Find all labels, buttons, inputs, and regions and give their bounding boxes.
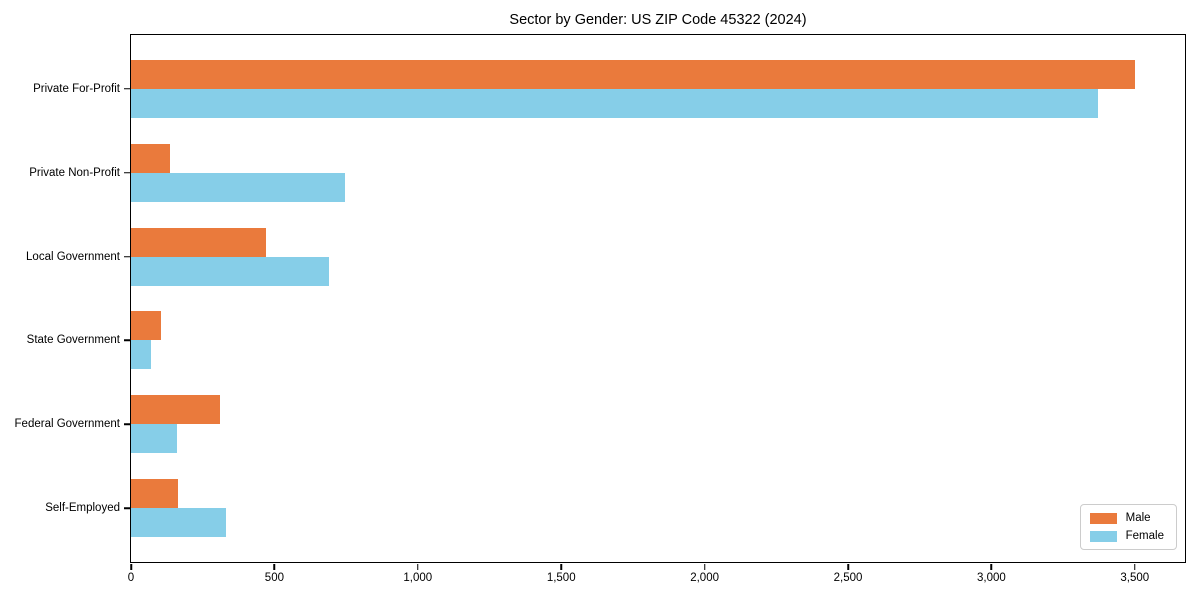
y-tick-mark	[124, 255, 131, 258]
bar-male-state-government	[131, 311, 162, 341]
legend-label-male: Male	[1125, 512, 1151, 524]
plot-area: Private For-Profit Private Non-Profit Loca…	[15, 34, 1186, 584]
y-axis-label: Local Government	[26, 250, 120, 263]
y-tick-mark	[124, 423, 131, 425]
x-tick-label: 500	[264, 572, 284, 584]
x-tick-mark	[703, 563, 706, 570]
x-tick-label: 0	[127, 572, 135, 584]
bar-male-self-employed	[131, 479, 179, 509]
x-tick-mark	[130, 563, 132, 570]
category-band: Self-Employed	[45, 466, 1185, 550]
x-tick-label: 3,000	[977, 572, 1006, 584]
bar-male-private-for-profit	[131, 59, 1135, 89]
category-band: Private Non-Profit	[29, 131, 1185, 215]
legend-swatch-female	[1089, 530, 1117, 542]
legend-swatch-male	[1089, 512, 1117, 524]
y-tick-mark	[124, 507, 131, 509]
x-tick-mark	[273, 563, 276, 570]
x-tick-label: 3,500	[1120, 572, 1150, 584]
category-band: Private For-Profit	[33, 47, 1185, 131]
y-axis-label: Private Non-Profit	[29, 166, 120, 179]
legend-label-female: Female	[1125, 530, 1164, 542]
x-tick-mark	[847, 563, 849, 570]
chart-title: Sector by Gender: US ZIP Code 45322 (202…	[509, 12, 807, 28]
bar-male-private-non-profit	[131, 143, 170, 173]
x-tick-mark	[560, 563, 562, 570]
bar-female-private-non-profit	[131, 172, 345, 202]
y-axis-label: Private For-Profit	[33, 82, 120, 95]
x-tick-label: 1,000	[403, 572, 433, 584]
x-tick-label: 2,500	[833, 572, 863, 584]
legend-entry-male: Male	[1089, 512, 1164, 524]
x-tick-mark	[417, 563, 419, 570]
bar-male-federal-government	[131, 395, 220, 425]
legend: Male Female	[1079, 504, 1177, 550]
bar-female-self-employed	[131, 508, 226, 538]
category-band: Federal Government	[15, 382, 1185, 466]
x-tick-label: 2,000	[690, 572, 719, 584]
y-axis-label: Self-Employed	[45, 502, 120, 515]
bar-female-federal-government	[131, 424, 177, 454]
y-tick-mark	[124, 339, 131, 342]
x-tick-mark	[990, 563, 993, 570]
y-tick-mark	[124, 88, 131, 90]
category-band: State Government	[27, 298, 1185, 382]
bar-female-local-government	[131, 256, 329, 286]
y-tick-mark	[124, 171, 131, 174]
x-tick-mark	[1134, 563, 1136, 570]
category-band: Local Government	[26, 215, 1185, 299]
y-axis-label: State Government	[26, 334, 120, 347]
y-axis-label: Federal Government	[14, 418, 120, 431]
category-bands: Private For-Profit Private Non-Profit Loca…	[15, 47, 1185, 550]
bar-male-local-government	[131, 227, 266, 257]
bar-female-state-government	[131, 340, 152, 370]
x-tick-label: 1,500	[546, 572, 576, 584]
legend-entry-female: Female	[1089, 530, 1164, 542]
bar-female-private-for-profit	[131, 88, 1098, 118]
